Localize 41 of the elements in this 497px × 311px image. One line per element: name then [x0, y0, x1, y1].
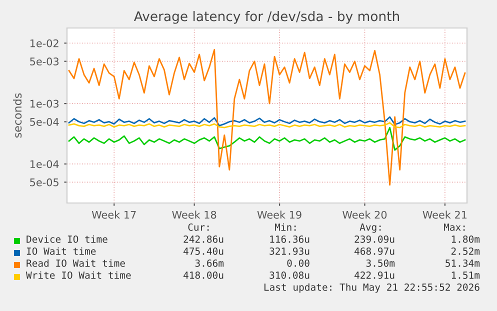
- text: Avg:: [360, 224, 381, 233]
- text: 1.80m: [452, 235, 480, 243]
- x-tick-label: Week 17: [92, 210, 136, 219]
- legend-label: Read IO Wait time: [26, 259, 125, 267]
- x-tick-label: Week 18: [172, 210, 216, 219]
- text: Cur:: [188, 223, 209, 231]
- text: 3.66m: [195, 259, 224, 267]
- y-tick-label: 5e-03: [30, 58, 59, 66]
- text: 2.52m: [451, 247, 480, 255]
- text: 239.09u: [354, 235, 394, 243]
- y-axis-title: seconds: [13, 93, 22, 138]
- x-tick-label: Week 21: [422, 210, 467, 219]
- line-series: [68, 48, 466, 186]
- y-tick-label: 1e-03: [30, 100, 59, 108]
- legend-label: IO Wait time: [26, 247, 96, 255]
- text: 468.97u: [354, 247, 394, 255]
- text: Last update: Thu May 21 22:55:52 2026: [264, 283, 480, 293]
- legend-label: Device IO time: [26, 235, 108, 243]
- text: 418.00u: [184, 271, 224, 279]
- text: Max:: [444, 224, 465, 231]
- text: 3.50m: [366, 259, 395, 267]
- legend-label: Write IO Wait time: [26, 271, 131, 279]
- x-tick-label: Week 20: [342, 210, 387, 219]
- text: 116.36u: [270, 235, 310, 243]
- y-tick-label: 5e-04: [30, 118, 59, 126]
- text: 475.40u: [184, 247, 224, 255]
- text: 242.86u: [184, 235, 224, 243]
- text: 0.00: [287, 259, 310, 267]
- text: 51.34m: [446, 259, 480, 267]
- y-tick-label: 5e-05: [30, 178, 58, 186]
- text: 310.08u: [270, 271, 310, 279]
- text: 422.91u: [354, 271, 394, 279]
- y-tick-label: 1e-02: [30, 39, 58, 48]
- text: 321.93u: [270, 247, 310, 255]
- x-tick-label: Week 19: [257, 210, 302, 219]
- text: 1.51m: [452, 272, 480, 279]
- y-tick-label: 1e-04: [30, 160, 59, 168]
- chart-title: Average latency for /dev/sda - by month: [134, 11, 400, 24]
- line-series: [68, 126, 466, 151]
- text: Min:: [274, 223, 296, 231]
- line-series: [68, 116, 466, 126]
